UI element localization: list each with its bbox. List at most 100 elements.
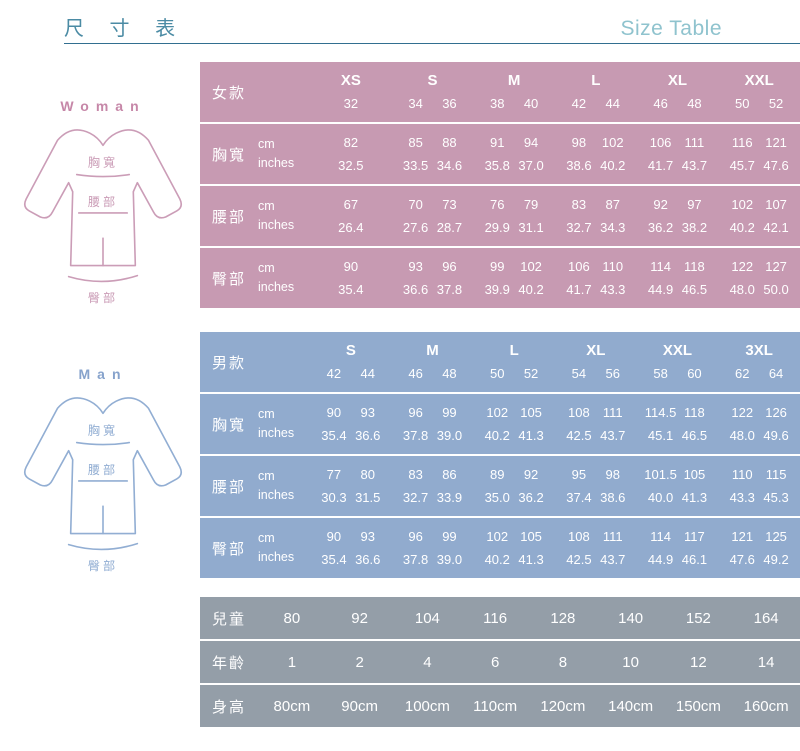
measurement-value: 40.2 (600, 158, 626, 173)
value-group: 90 93 35.4 36.6 (310, 394, 392, 454)
kids-value: 110cm (473, 697, 518, 715)
measurement-value: 108 (568, 529, 590, 544)
measurement-value: 105 (520, 405, 542, 420)
value-line: 91 94 (480, 131, 548, 154)
value-line: 96 99 (399, 401, 467, 424)
value-line: 108 111 (562, 401, 630, 424)
unit-label: inches (258, 550, 295, 564)
value-line: 110 115 (725, 463, 793, 486)
value-line: 42.5 43.7 (562, 548, 630, 571)
value-group: 108 111 42.5 43.7 (555, 518, 637, 578)
value-line: 47.6 49.2 (725, 548, 793, 571)
value-line: 114 118 (644, 255, 712, 278)
measurement-value: 98 (571, 135, 587, 150)
value-group: 85 88 33.5 34.6 (392, 124, 474, 184)
measurement-value: 42.1 (763, 220, 789, 235)
measurement-value: 90 (326, 405, 342, 420)
value-group: 114 118 44.9 46.5 (637, 248, 719, 308)
value-line: 32.7 33.9 (399, 486, 467, 509)
kids-value: 6 (490, 653, 500, 671)
value-line: 48.0 50.0 (725, 278, 793, 301)
kids-value: 4 (423, 653, 432, 671)
measurement-value: 93 (360, 405, 375, 420)
size-group: XXL 50 52 (718, 62, 800, 122)
value-line: 44.9 46.5 (644, 278, 712, 301)
size-number: 46 (408, 366, 423, 381)
measurement-value: 79 (523, 197, 539, 212)
kids-value: 140 (618, 609, 644, 627)
measurement-value: 114 (650, 529, 671, 544)
measurement-value: 101.5 (644, 467, 677, 482)
measurement-value: 33.5 (402, 158, 429, 173)
units-cell: cm inches (258, 518, 310, 578)
value-group: 108 111 42.5 43.7 (555, 394, 637, 454)
size-numbers: 58 60 (644, 362, 712, 385)
value-line: 90 93 (317, 525, 385, 548)
size-header-row: 男款 S 42 44 M 46 48 L 50 52 XL 54 56 XXL 58 60 3XL 62 64 (200, 332, 800, 392)
size-group: M 38 40 (473, 62, 555, 122)
value-group: 92 97 36.2 38.2 (637, 186, 719, 246)
measurement-value: 102 (520, 259, 542, 274)
measurement-label: 臀部 (212, 270, 247, 288)
unit-label: cm (258, 407, 275, 421)
kids-value: 120cm (540, 697, 586, 715)
value-line: 33.5 34.6 (399, 154, 467, 177)
table-title: 男款 (212, 354, 247, 372)
kids-row: 年齡 1 2 4 6 8 10 12 14 (200, 641, 800, 683)
value-line: 37.8 39.0 (399, 424, 467, 447)
measurement-value: 96 (442, 259, 457, 274)
measurement-value: 49.2 (763, 552, 789, 567)
measurement-row: 臀部 cm inches 90 35.4 93 96 36.6 37.8 99 102 39.9 40.… (200, 248, 800, 308)
value-group: 96 99 37.8 39.0 (392, 518, 474, 578)
measurement-value: 92 (523, 467, 539, 482)
kids-value: 150cm (675, 697, 721, 715)
measurement-value: 93 (360, 529, 375, 544)
measurement-value: 90 (343, 259, 359, 274)
measurement-value: 47.6 (763, 158, 789, 173)
value-line: 70 73 (399, 193, 467, 216)
kids-value: 80 (283, 609, 301, 627)
measurement-value: 47.6 (729, 552, 755, 567)
chest-label: 胸寬 (88, 423, 118, 438)
value-line: 83 86 (399, 463, 467, 486)
value-group: 106 110 41.7 43.3 (555, 248, 637, 308)
measurement-value: 48.0 (729, 428, 755, 443)
value-group: 102 105 40.2 41.3 (473, 518, 555, 578)
measurement-value: 89 (490, 467, 505, 482)
size-number: 36 (442, 96, 457, 111)
measurement-value: 122 (731, 259, 754, 274)
measurement-value: 34.6 (436, 158, 463, 173)
measurement-value: 37.0 (518, 158, 544, 173)
value-line: 29.9 31.1 (480, 216, 548, 239)
measurement-value: 46.5 (681, 428, 708, 443)
value-group: 77 80 30.3 31.5 (310, 456, 392, 516)
measurement-value: 32.7 (402, 490, 429, 505)
measurement-value: 45.3 (763, 490, 789, 505)
value-line: 90 (317, 255, 385, 278)
size-number: 42 (326, 366, 342, 381)
size-number: 52 (523, 366, 539, 381)
hip-measure-line (67, 274, 139, 283)
measurement-value: 82 (343, 135, 359, 150)
measurement-row: 臀部 cm inches 90 93 35.4 36.6 96 99 37.8 39.0 102 105… (200, 518, 800, 578)
measurement-value: 40.2 (484, 552, 510, 567)
measurement-value: 36.6 (402, 282, 429, 297)
kids-row: 兒童 80 92 104 116 128 140 152 164 (200, 597, 800, 639)
value-line: 40.2 41.3 (480, 548, 548, 571)
unit-label: cm (258, 531, 275, 545)
value-line: 35.0 36.2 (480, 486, 548, 509)
measurement-value: 110 (731, 467, 753, 482)
measurement-value: 43.3 (600, 282, 626, 297)
kids-value: 90cm (341, 697, 378, 715)
value-group: 122 126 48.0 49.6 (718, 394, 800, 454)
measurement-value: 50.0 (763, 282, 789, 297)
measurement-value: 35.4 (321, 428, 347, 443)
size-numbers: 42 44 (317, 362, 385, 385)
measurement-value: 107 (765, 197, 787, 212)
size-label: XXL (744, 72, 774, 89)
measurement-value: 46.5 (681, 282, 708, 297)
units-cell: cm inches (258, 456, 310, 516)
measurement-value: 102 (486, 405, 509, 420)
measurement-label: 胸寬 (212, 416, 247, 434)
hip-label: 臀部 (88, 558, 118, 573)
